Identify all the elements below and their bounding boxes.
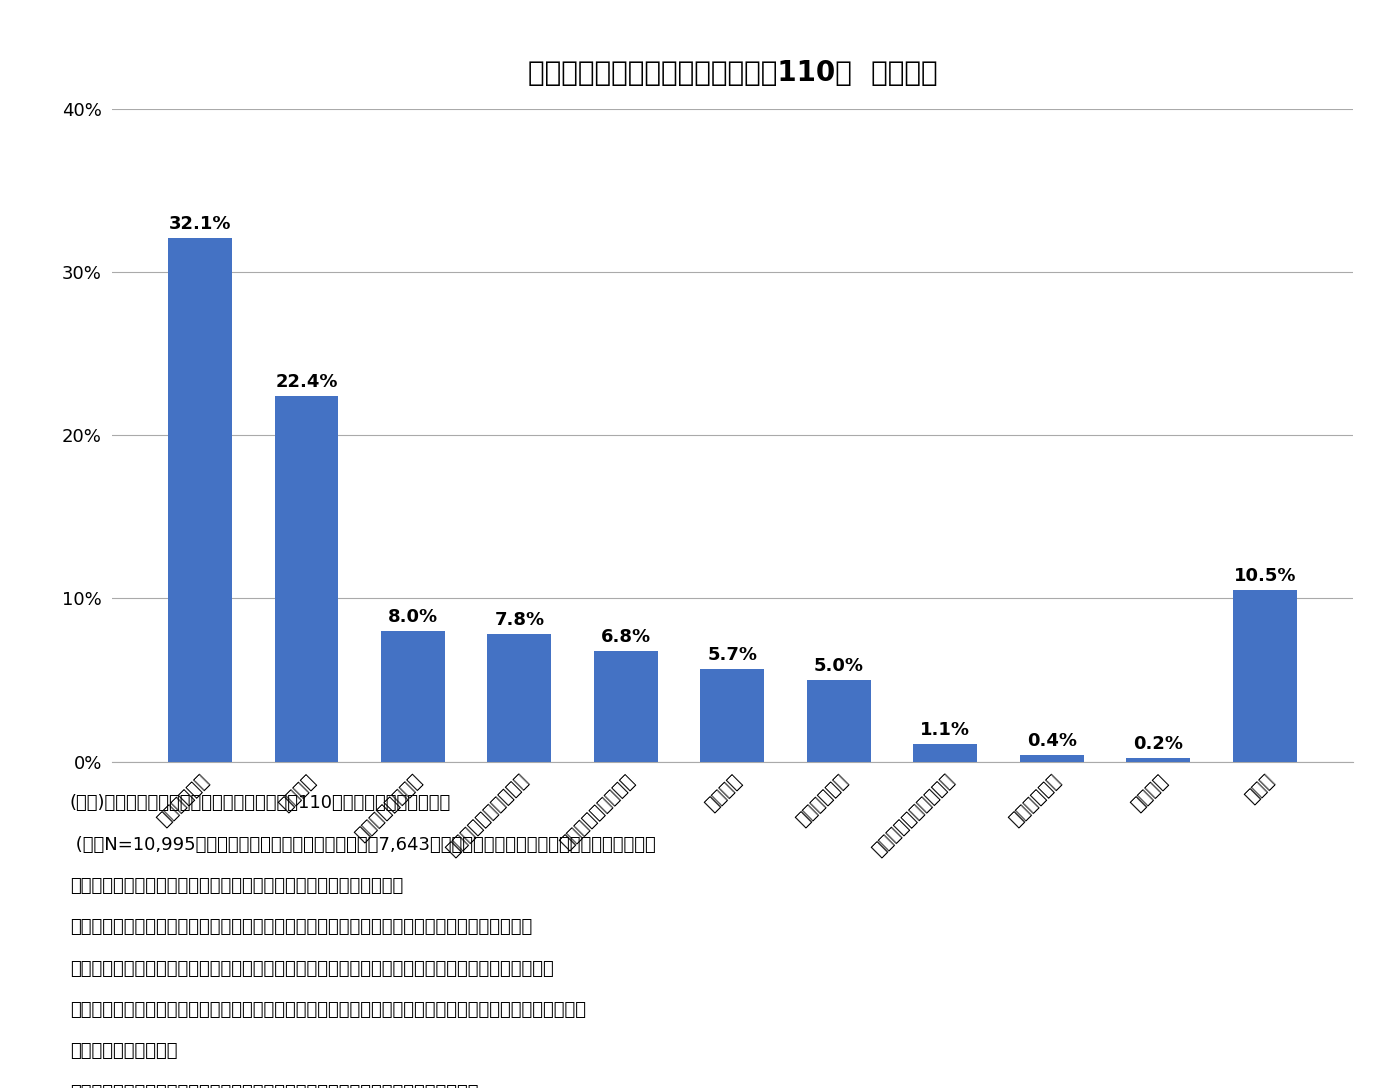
Bar	[594, 651, 658, 762]
Text: 0.4%: 0.4%	[1027, 732, 1077, 751]
Text: 「契約内容」：契約条件が不明確・契約書不作成等、作業開始後の契約の一方的打ち切りなど。: 「契約内容」：契約条件が不明確・契約書不作成等、作業開始後の契約の一方的打ち切り…	[70, 918, 531, 937]
Bar	[487, 634, 551, 762]
Text: リーランスへの切替、: リーランスへの切替、	[70, 1042, 177, 1061]
Title: 図表３　フリーランス・トラブル110番  相談内容: 図表３ フリーランス・トラブル110番 相談内容	[527, 59, 937, 87]
Text: 「作業・成果物・納品」：作業時間、作業内容・仕様の変更、成果物の受取拒否、知的財産権など。: 「作業・成果物・納品」：作業時間、作業内容・仕様の変更、成果物の受取拒否、知的財…	[70, 960, 554, 978]
Text: 5.7%: 5.7%	[707, 645, 757, 664]
Text: 6.8%: 6.8%	[601, 628, 651, 646]
Text: 10.5%: 10.5%	[1233, 567, 1296, 585]
Bar	[167, 237, 232, 762]
Text: 「その他」：和解あっせんの進め方、競業禁止義務、ワクチン接種義務、作業前の解除、研修費の返還、フ: 「その他」：和解あっせんの進め方、競業禁止義務、ワクチン接種義務、作業前の解除、…	[70, 1001, 586, 1019]
Bar	[275, 396, 339, 762]
Bar	[806, 680, 870, 762]
Text: 「報酬の支払い」：報酬の全額不払い、支払遅延、一方的減額など。: 「報酬の支払い」：報酬の全額不払い、支払遅延、一方的減額など。	[70, 877, 403, 895]
Bar	[700, 668, 764, 762]
Text: 発注減少、プラットフォーマーのシステム・評価方法への苦言、契約更新拒絶など。: 発注減少、プラットフォーマーのシステム・評価方法への苦言、契約更新拒絶など。	[70, 1084, 478, 1088]
Text: (注）N=10,995（令和３年２月～令和４年８月の相談7,643件の相談内容について複数該当有でカウント）: (注）N=10,995（令和３年２月～令和４年８月の相談7,643件の相談内容に…	[70, 836, 656, 854]
Bar	[914, 744, 978, 762]
Text: 32.1%: 32.1%	[169, 214, 232, 233]
Text: (資料)厚生労働省、「フリーランス・トラブル110番の相談実績について」: (資料)厚生労働省、「フリーランス・トラブル110番の相談実績について」	[70, 794, 451, 813]
Bar	[1233, 590, 1297, 762]
Text: 1.1%: 1.1%	[921, 720, 971, 739]
Text: 7.8%: 7.8%	[494, 611, 544, 629]
Text: 0.2%: 0.2%	[1133, 735, 1183, 754]
Text: 22.4%: 22.4%	[275, 373, 338, 391]
Bar	[381, 631, 445, 762]
Bar	[1126, 758, 1190, 762]
Text: 8.0%: 8.0%	[388, 608, 438, 627]
Bar	[1020, 755, 1084, 762]
Text: 5.0%: 5.0%	[813, 657, 864, 675]
